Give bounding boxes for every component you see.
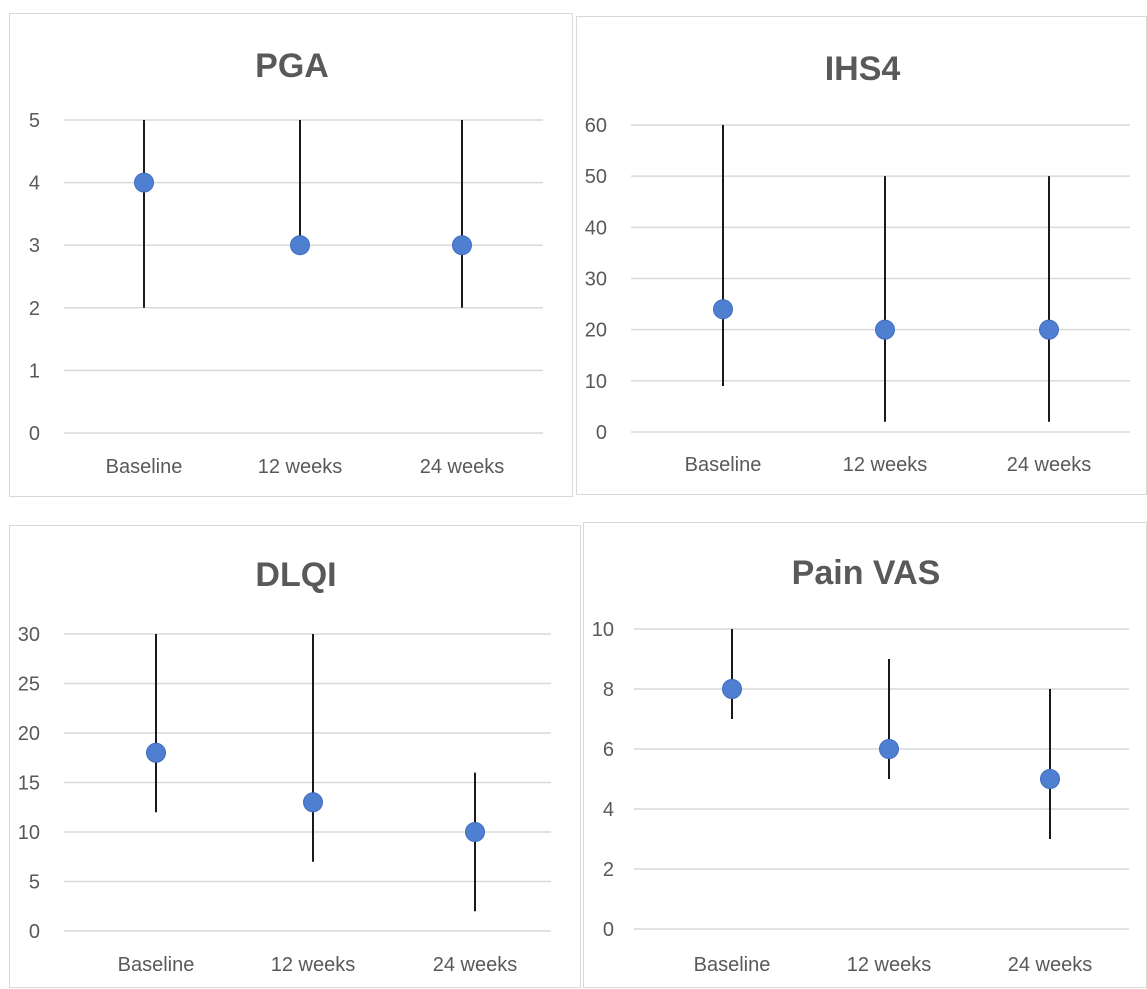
y-tick-label: 2 — [29, 298, 40, 320]
data-point — [146, 742, 166, 763]
chart-svg-pga: PGA 0 1 2 3 4 5 Baseline 12 weeks 24 weeks — [29, 47, 543, 478]
x-tick-label: 12 weeks — [271, 954, 356, 976]
y-tick-label: 1 — [29, 360, 40, 382]
chart-panel-dlqi: DLQI 0 5 10 15 20 25 30 Baseline 12 weeks 24 weeks — [9, 525, 581, 988]
chart-svg-pain-vas: Pain VAS 0 2 4 6 8 10 Baseline 12 weeks 24 weeks — [592, 554, 1129, 976]
x-tick-label: Baseline — [106, 456, 183, 478]
y-tick-label: 10 — [592, 619, 614, 641]
data-point — [713, 299, 733, 320]
chart-panel-ihs4: IHS4 0 10 20 30 40 50 60 Baseline 12 weeks 24 week… — [576, 16, 1147, 495]
data-point — [134, 172, 154, 193]
y-tick-label: 5 — [29, 110, 40, 132]
data-point — [303, 792, 323, 813]
y-tick-label: 10 — [585, 371, 607, 393]
data-point — [1039, 319, 1059, 340]
y-tick-label: 40 — [585, 217, 607, 239]
y-tick-label: 60 — [585, 115, 607, 137]
chart-title-pain-vas: Pain VAS — [792, 554, 941, 592]
y-tick-label: 0 — [29, 423, 40, 445]
x-tick-label: 24 weeks — [420, 456, 505, 478]
x-tick-label: Baseline — [118, 954, 195, 976]
x-tick-label: 12 weeks — [843, 454, 928, 476]
data-point — [290, 235, 310, 256]
x-tick-label: Baseline — [694, 954, 771, 976]
chart-title-dlqi: DLQI — [255, 556, 336, 594]
y-tick-label: 4 — [29, 173, 40, 195]
y-tick-label: 2 — [603, 859, 614, 881]
chart-svg-dlqi: DLQI 0 5 10 15 20 25 30 Baseline 12 weeks 24 weeks — [18, 556, 551, 976]
y-tick-label: 30 — [585, 269, 607, 291]
y-tick-label: 4 — [603, 799, 614, 821]
y-tick-label: 20 — [585, 320, 607, 342]
chart-panel-pain-vas: Pain VAS 0 2 4 6 8 10 Baseline 12 weeks 24 weeks — [583, 522, 1147, 988]
chart-title-pga: PGA — [255, 47, 329, 85]
y-tick-label: 15 — [18, 773, 40, 795]
data-point — [1040, 769, 1060, 789]
y-tick-label: 0 — [596, 422, 607, 444]
x-tick-label: 24 weeks — [433, 954, 518, 976]
x-tick-label: 24 weeks — [1008, 954, 1093, 976]
data-point — [879, 739, 899, 759]
chart-svg-ihs4: IHS4 0 10 20 30 40 50 60 Baseline 12 weeks 24 week… — [585, 50, 1130, 476]
y-tick-label: 6 — [603, 739, 614, 761]
y-tick-label: 0 — [29, 921, 40, 943]
data-point — [875, 319, 895, 340]
x-tick-label: 24 weeks — [1007, 454, 1092, 476]
x-tick-label: 12 weeks — [847, 954, 932, 976]
y-tick-label: 5 — [29, 872, 40, 894]
y-tick-label: 0 — [603, 919, 614, 941]
data-point — [465, 822, 485, 842]
x-tick-label: 12 weeks — [258, 456, 343, 478]
x-tick-label: Baseline — [685, 454, 762, 476]
y-tick-label: 20 — [18, 723, 40, 745]
y-tick-label: 25 — [18, 674, 40, 696]
y-tick-label: 30 — [18, 624, 40, 646]
data-point — [722, 679, 742, 699]
chart-title-ihs4: IHS4 — [825, 50, 901, 88]
y-tick-label: 3 — [29, 235, 40, 257]
chart-panel-pga: PGA 0 1 2 3 4 5 Baseline 12 weeks 24 weeks — [9, 13, 573, 497]
y-tick-label: 8 — [603, 679, 614, 701]
y-tick-label: 10 — [18, 822, 40, 844]
data-point — [452, 235, 472, 256]
y-tick-label: 50 — [585, 166, 607, 188]
